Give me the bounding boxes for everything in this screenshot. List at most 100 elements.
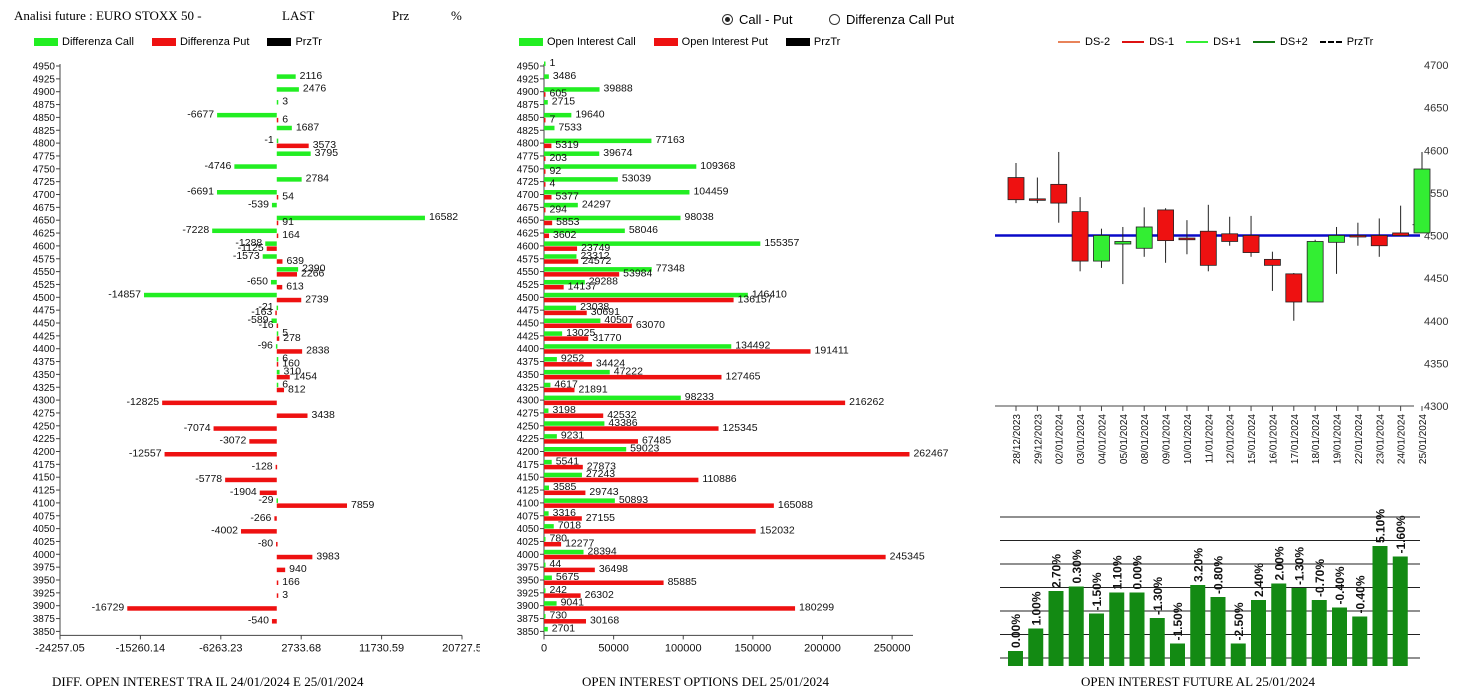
put-bar [276,259,283,264]
y-tick-label: 4225 [33,434,56,445]
bar-value-label: 5 [282,327,288,339]
y-tick-label: 4200 [33,447,56,458]
put-bar [544,554,886,560]
radio-call-put-label: Call - Put [739,12,793,27]
y-tick-label: 4225 [517,434,540,445]
bar-value-label: 7 [550,113,556,125]
put-bar [241,529,277,534]
call-bar [276,177,302,182]
call-bar [262,254,277,259]
y-tick-label: 4650 [33,216,56,227]
call-bar [276,369,280,375]
legend-item: Differenza Call [34,36,134,48]
y-tick-label: 4625 [517,229,540,240]
bar-value-label: 2476 [303,83,327,95]
put-bar [544,387,575,393]
bar-value-label: -0.40% [1353,575,1367,613]
y-tick-label: 4400 [1424,316,1448,328]
future-bar [1190,585,1206,666]
bar-value-label: 165088 [778,499,813,511]
y-tick-label: 3925 [517,588,540,599]
put-bar [276,336,280,341]
bar-value-label: -29 [258,494,273,506]
candle-body [1328,235,1345,243]
y-tick-label: 4000 [517,550,540,561]
call-bar [544,549,584,555]
put-bar [276,362,279,367]
bar-value-label: 13025 [566,327,595,339]
put-bar [276,220,279,226]
bar-value-label: 14137 [568,280,597,292]
future-bar [1372,546,1388,666]
put-bar [544,490,586,496]
call-bar [544,472,582,478]
legend-item: PrzTr [785,36,840,48]
x-tick-label: 150000 [735,642,772,654]
candle-body [1071,211,1089,262]
radio-diff-call-put[interactable]: Differenza Call Put [829,12,954,27]
bar-value-label: 136157 [738,293,773,305]
future-bar [1311,600,1327,666]
bar-value-label: 27873 [587,460,616,472]
x-tick-label: 09/01/2024 [1162,414,1173,464]
bar-value-label: -6677 [187,108,214,120]
x-tick-label: 200000 [804,642,841,654]
bar-value-label: -4002 [211,525,238,537]
legend-oi: Open Interest Call Open Interest Put Prz… [519,36,858,48]
bar-value-label: -539 [248,198,269,210]
radio-call-put[interactable]: Call - Put [722,12,792,27]
legend-label: DS-2 [1085,36,1111,48]
bar-value-label: 166 [282,576,300,588]
legend-swatch [785,38,810,46]
bar-value-label: 2715 [552,96,576,108]
put-bar [249,439,277,444]
candle-body [1135,226,1153,249]
future-open-interest-chart: 0.00% 1.00% 2.70% 0.30% -1.50% 1.10% 0.00% -1.3… [1000,509,1420,666]
call-bar [544,190,690,195]
bar-value-label: 1 [550,57,556,69]
put-bar [276,567,286,573]
future-bar [1230,643,1246,666]
put-bar [276,503,348,508]
x-tick-label: 22/01/2024 [1354,414,1365,464]
bar-value-label: 152032 [760,525,795,537]
call-bar [544,395,681,401]
bar-value-label: -80 [258,537,273,549]
bar-value-label: 2739 [305,293,329,305]
percent-label: % [451,8,462,23]
call-bar [544,498,615,503]
legend-label: Differenza Put [179,36,250,48]
bar-value-label: 2838 [306,345,330,357]
y-tick-label: 4650 [1424,103,1448,115]
legend-item: Differenza Put [151,36,250,48]
candle-body [1349,235,1367,238]
call-bar [544,511,549,516]
legend-item: DS-1 [1122,36,1174,48]
put-bar [275,464,278,470]
x-tick-label: 03/01/2024 [1076,414,1087,464]
put-bar [544,529,756,534]
call-bar [544,177,618,182]
y-tick-label: 4375 [33,357,56,368]
call-bar [276,498,279,503]
bar-value-label: 77348 [656,263,685,275]
y-tick-label: 4675 [33,203,56,214]
put-bar [225,477,277,483]
call-bar [234,164,277,169]
bar-value-label: -12825 [126,396,159,408]
put-bar [544,207,546,213]
bar-value-label: 3486 [553,70,577,82]
put-bar [213,426,277,431]
put-bar [276,413,308,418]
put-bar [544,567,595,573]
legend-label: DS-1 [1149,36,1175,48]
call-bar [544,434,557,439]
put-bar [274,516,277,521]
put-bar [276,233,279,239]
bar-value-label: 29288 [589,275,618,287]
x-tick-label: -24257.05 [35,642,85,654]
bar-value-label: 58046 [629,224,658,236]
y-tick-label: 4925 [33,74,56,85]
bar-value-label: -16 [258,319,273,331]
bar-value-label: 730 [550,610,568,622]
